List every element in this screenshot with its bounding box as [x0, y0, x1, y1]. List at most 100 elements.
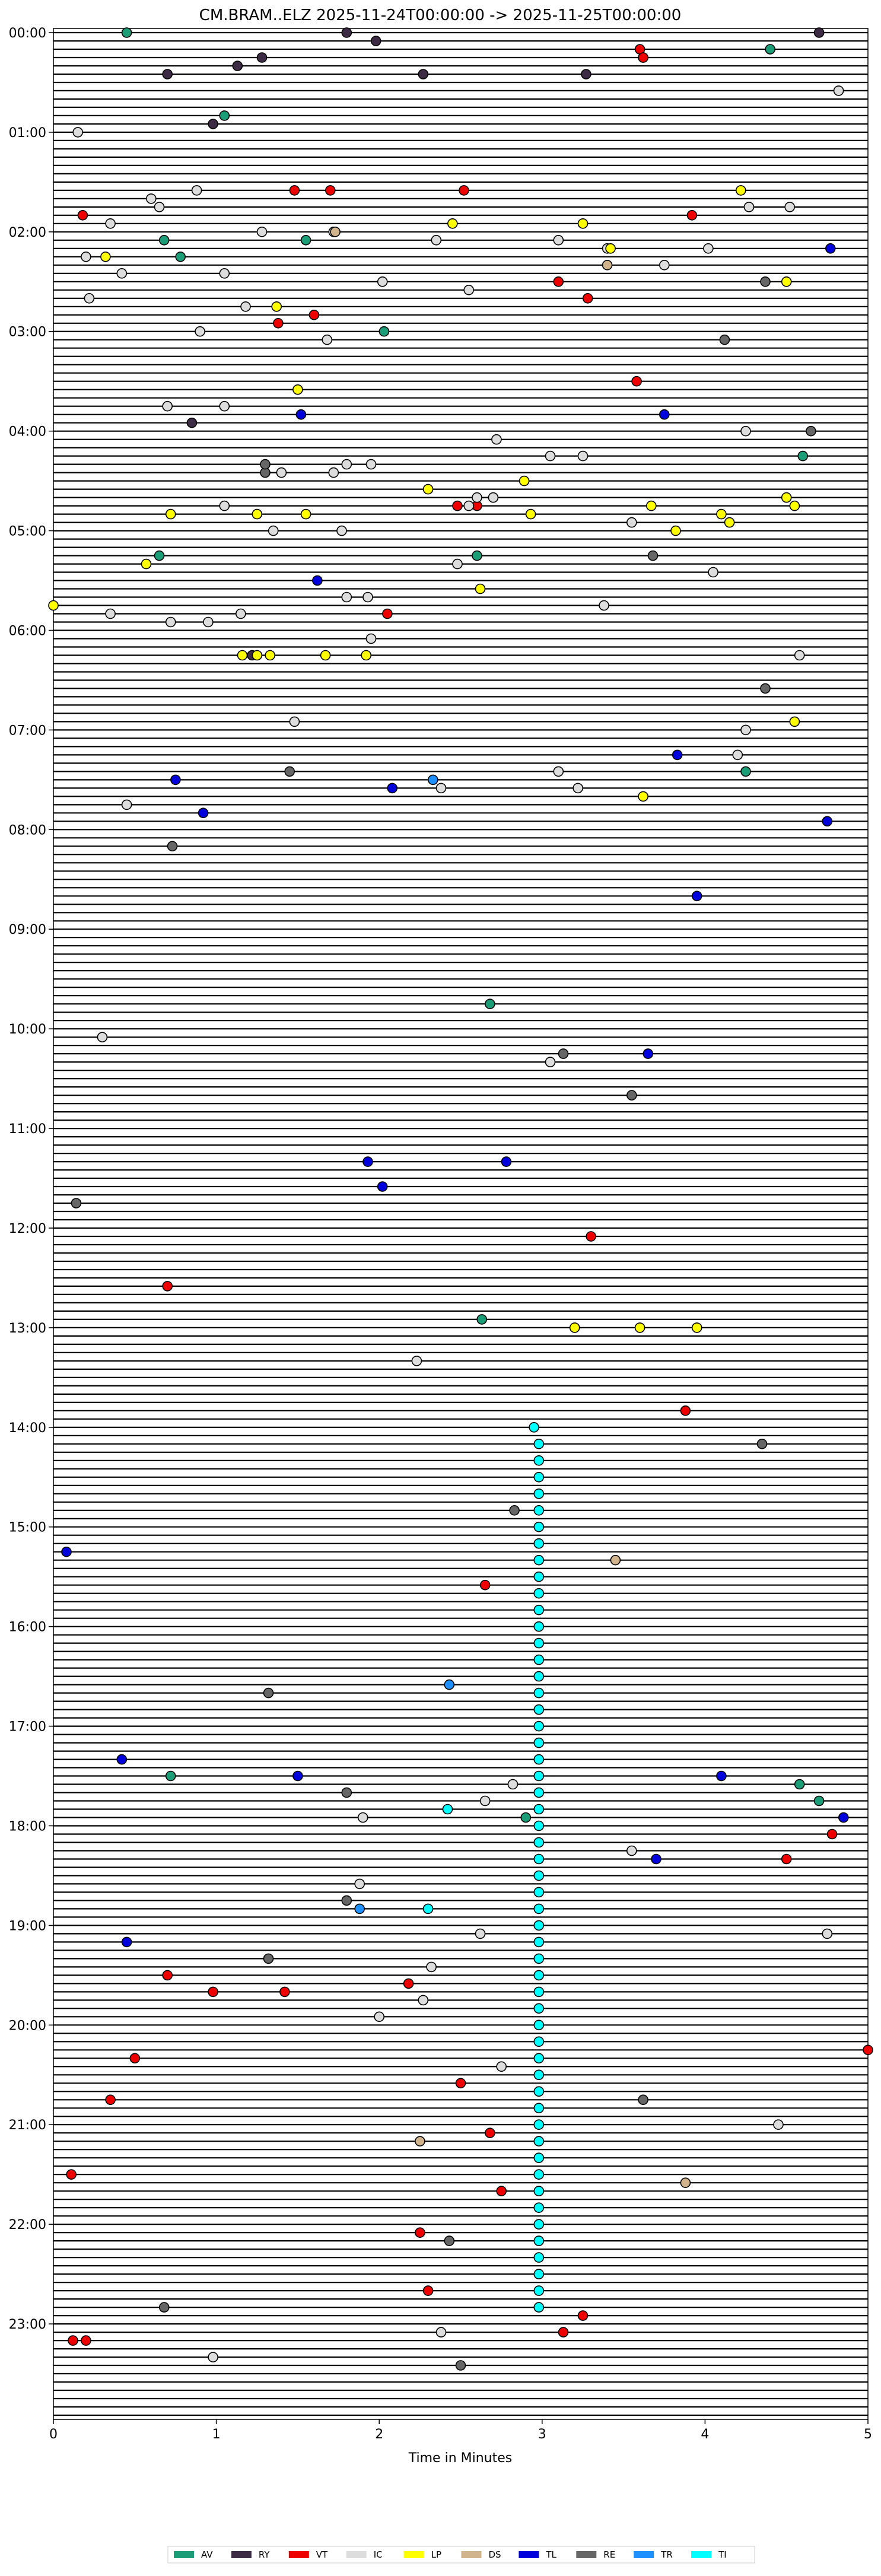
event-marker-ry: [256, 52, 268, 63]
x-tick-label: 1: [212, 2427, 221, 2442]
legend-label: TR: [660, 2549, 673, 2560]
event-marker-lp: [691, 1322, 702, 1333]
event-marker-lp: [781, 492, 792, 503]
event-marker-ti: [533, 1804, 545, 1815]
event-marker-ti: [533, 1970, 545, 1981]
event-marker-ic: [507, 1779, 519, 1790]
event-marker-vt: [452, 500, 463, 511]
event-marker-lp: [525, 508, 536, 520]
y-tick-label: 02:00: [9, 225, 46, 240]
event-marker-lp: [634, 1322, 645, 1333]
event-marker-ic: [354, 1878, 365, 1890]
event-marker-lp: [724, 517, 735, 528]
event-marker-ic: [784, 202, 795, 212]
event-marker-ic: [743, 202, 755, 212]
event-marker-ry: [370, 36, 381, 46]
event-marker-ti: [533, 2186, 545, 2196]
event-marker-ti: [533, 1887, 545, 1898]
event-marker-ti: [533, 2169, 545, 2180]
legend-swatch-ry: [231, 2551, 252, 2558]
event-marker-lp: [361, 650, 372, 661]
legend-label: AV: [201, 2549, 213, 2560]
event-marker-ic: [740, 724, 751, 736]
event-marker-lp: [292, 384, 303, 395]
legend-label: LP: [431, 2549, 441, 2560]
event-marker-ic: [703, 243, 714, 254]
event-marker-lp: [781, 276, 792, 287]
event-marker-ti: [533, 2086, 545, 2097]
event-marker-ti: [533, 2036, 545, 2047]
event-marker-ds: [680, 2177, 691, 2188]
event-marker-ic: [491, 434, 502, 445]
event-marker-vt: [325, 185, 336, 196]
event-marker-lp: [141, 558, 152, 570]
legend-label: TI: [718, 2549, 727, 2560]
event-marker-ti: [533, 2219, 545, 2230]
y-tick-label: 00:00: [9, 26, 46, 41]
event-marker-vt: [631, 376, 642, 387]
event-marker-tl: [838, 1812, 849, 1823]
event-marker-ic: [72, 127, 83, 138]
event-marker-ic: [203, 616, 214, 628]
event-marker-ti: [533, 1571, 545, 1582]
event-marker-tl: [61, 1546, 72, 1557]
event-marker-ic: [496, 2061, 507, 2072]
legend-swatch-ic: [346, 2551, 367, 2558]
event-marker-ti: [533, 1439, 545, 1449]
event-marker-ic: [740, 425, 751, 437]
event-marker-tl: [659, 409, 670, 420]
event-marker-av: [121, 27, 132, 38]
y-tick-label: 18:00: [9, 1819, 46, 1834]
event-marker-ti: [533, 1837, 545, 1848]
event-markers: [48, 27, 873, 2371]
legend: AV RY VT IC LP DS TL RE TR TI: [167, 2546, 755, 2564]
event-marker-tl: [387, 783, 398, 794]
event-marker-ti: [533, 1704, 545, 1715]
event-marker-ic: [341, 459, 352, 470]
x-axis-label: Time in Minutes: [408, 2451, 513, 2466]
event-marker-ti: [533, 1770, 545, 1782]
event-marker-ti: [422, 1903, 434, 1914]
legend-label: RY: [259, 2549, 270, 2560]
event-marker-re: [455, 2360, 466, 2371]
event-marker-ic: [463, 284, 475, 295]
event-marker-ti: [533, 1671, 545, 1682]
event-marker-ti: [533, 1870, 545, 1881]
event-marker-ti: [529, 1422, 539, 1433]
event-marker-ic: [553, 234, 564, 246]
event-marker-ic: [365, 459, 377, 470]
event-marker-ti: [533, 2269, 545, 2279]
event-marker-av: [813, 1795, 825, 1807]
event-marker-vt: [77, 209, 88, 221]
event-marker-vt: [863, 2044, 873, 2056]
event-marker-av: [165, 1770, 176, 1782]
event-marker-tl: [691, 891, 702, 902]
x-tick-label: 3: [538, 2427, 546, 2442]
y-tick-label: 09:00: [9, 923, 46, 937]
event-marker-ic: [732, 749, 743, 761]
event-marker-lp: [447, 218, 458, 229]
event-marker-ti: [442, 1804, 453, 1815]
y-tick-label: 04:00: [9, 425, 46, 440]
event-marker-av: [158, 234, 170, 246]
event-marker-ic: [794, 650, 805, 661]
event-marker-vt: [208, 1986, 218, 1998]
event-marker-tl: [651, 1853, 661, 1865]
legend-swatch-ds: [461, 2551, 482, 2558]
event-marker-vt: [680, 1405, 691, 1416]
event-marker-vt: [105, 2094, 116, 2106]
event-marker-ti: [533, 1853, 545, 1865]
event-marker-ic: [362, 591, 373, 603]
legend-label: DS: [489, 2549, 501, 2560]
event-marker-ti: [533, 2252, 545, 2263]
event-marker-ic: [336, 525, 347, 536]
event-marker-tl: [170, 774, 181, 785]
event-marker-ti: [533, 1737, 545, 1748]
event-marker-ic: [708, 567, 718, 578]
event-marker-re: [509, 1505, 520, 1516]
y-tick-label: 05:00: [9, 524, 46, 539]
event-marker-ti: [533, 1720, 545, 1732]
x-tick-label: 2: [375, 2427, 383, 2442]
event-marker-tl: [295, 409, 307, 420]
